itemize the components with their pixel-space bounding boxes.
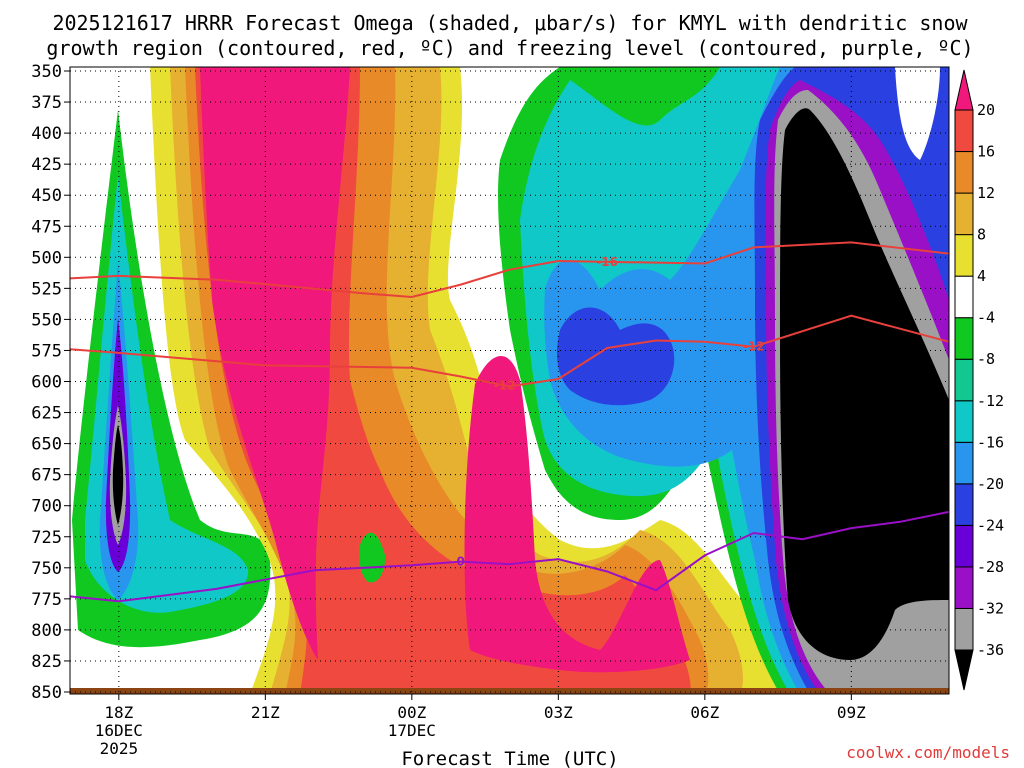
colorbar-swatch [954,192,974,236]
y-tick-label: 425 [31,155,62,175]
x-tick-year: 2025 [100,739,139,758]
dgz-top-contour-minus16 [70,241,949,299]
colorbar-swatch [954,109,974,153]
y-axis: 350 375 400 425 450 475 500 525 550 575 600 625 650 6… [31,62,70,703]
y-tick-label: 775 [31,590,62,610]
x-tick-date: 16DEC [95,721,143,740]
x-tick-label: 09Z [837,703,866,722]
plot-frame [69,66,950,695]
y-tick-label: 800 [31,621,62,641]
x-tick-label: 06Z [690,703,719,722]
y-tick-label: 450 [31,186,62,206]
colorbar-label: -4 [977,309,995,327]
y-tick-label: 350 [31,62,62,82]
omega-warm-magenta-2 [464,356,690,673]
freezing-level-contour [70,510,949,603]
colorbar-swatch [954,151,974,194]
colorbar-label: -28 [977,558,1004,576]
dgz-bottom-contour-minus12 [70,314,949,388]
colorbar-label: -36 [977,641,1004,659]
omega-shading [72,67,949,694]
colorbar-swatch [954,566,974,609]
omega-small-green-blob [359,532,386,583]
omega-right-black [780,108,949,661]
y-tick-label: 725 [31,528,62,548]
colorbar-label: -32 [977,599,1004,617]
colorbar-label: -12 [977,392,1004,410]
colorbar-swatch [954,483,974,526]
freezing-level-contour-label: 0 [456,555,464,569]
omega-left-plume-black [112,425,124,525]
colorbar-label: -20 [977,475,1004,493]
y-tick-label: 750 [31,559,62,579]
colorbar-label: -24 [977,516,1004,534]
colorbar-swatch [954,524,974,568]
ground-strip [70,688,949,694]
colorbar-label: 16 [977,143,995,161]
y-tick-label: 400 [31,124,62,144]
y-tick-label: 650 [31,435,62,455]
x-axis-label: Forecast Time (UTC) [401,748,618,768]
x-tick-label: 18Z [104,703,133,722]
colorbar-label: 12 [977,184,995,202]
omega-warm-magenta [200,67,350,660]
y-tick-label: 550 [31,310,62,330]
colorbar-label: 20 [977,101,995,119]
x-tick-date: 17DEC [388,721,436,740]
y-tick-label: 475 [31,217,62,237]
omega-right-blue [557,307,675,406]
x-tick-label: 03Z [544,703,573,722]
colorbar-swatch [954,607,974,651]
plot-area: -16 -12 -12 0 [70,67,949,694]
colorbar-label: 4 [977,267,986,285]
dgz-bottom-contour-label-2: -12 [743,340,765,354]
colorbar-high-triangle [954,69,974,111]
y-tick-label: 375 [31,93,62,113]
colorbar-swatch [954,317,974,360]
x-tick-label: 00Z [397,703,426,722]
gridlines [70,70,949,693]
colorbar-label: 8 [977,226,986,244]
y-tick-label: 625 [31,404,62,424]
chart-title-line2: growth region (contoured, red, ºC) and f… [46,36,973,60]
colorbar-swatch [954,358,974,402]
y-tick-label: 850 [31,683,62,703]
colorbar-swatch [954,441,974,485]
colorbar-low-triangle [954,649,974,691]
y-tick-label: 525 [31,279,62,299]
omega-right-white-gap [895,67,940,160]
y-tick-label: 500 [31,248,62,268]
dgz-top-contour-label: -16 [596,255,618,269]
dgz-bottom-contour-label: -12 [494,378,516,392]
colorbar: -36 -32 -28 -24 -20 -16 -12 -8 -4 4 8 12 16 20 [954,69,1004,691]
source-credit: coolwx.com/models [846,743,1010,762]
y-tick-label: 825 [31,652,62,672]
colorbar-label: -8 [977,350,995,368]
colorbar-swatch [954,400,974,443]
chart-title-line1: 2025121617 HRRR Forecast Omega (shaded, … [52,11,968,35]
y-tick-label: 575 [31,341,62,361]
y-tick-label: 600 [31,373,62,393]
colorbar-label: -16 [977,433,1004,451]
x-tick-label: 21Z [251,703,280,722]
y-tick-label: 700 [31,497,62,517]
colorbar-swatch [954,234,974,277]
y-tick-label: 675 [31,466,62,486]
colorbar-swatch [954,275,974,319]
